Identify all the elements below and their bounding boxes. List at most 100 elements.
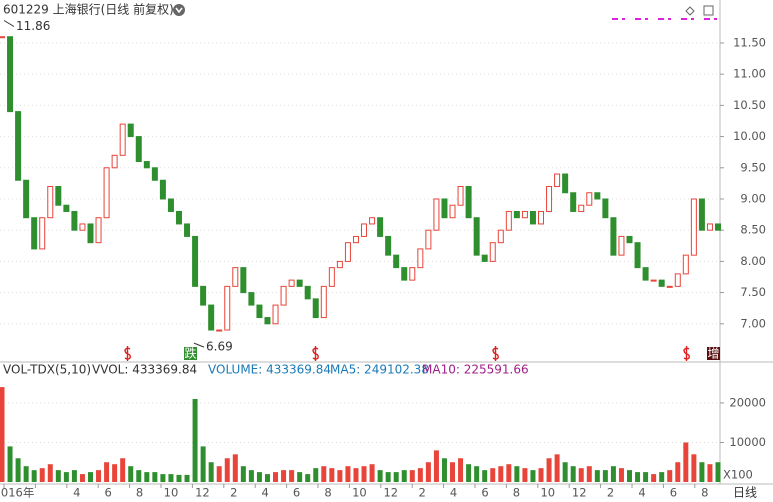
candle — [706, 223, 713, 231]
volume-bar — [55, 470, 61, 482]
candle — [135, 136, 142, 163]
candle — [288, 279, 295, 287]
candle — [352, 235, 359, 244]
candle — [538, 210, 545, 225]
x-tick-label: 4 — [450, 486, 457, 500]
diamond-icon[interactable] — [685, 6, 695, 16]
candle — [208, 304, 215, 331]
candle — [666, 285, 673, 288]
dropdown-icon[interactable] — [173, 4, 185, 16]
x-tick-label: 4 — [73, 486, 80, 500]
y-tick-label: 8.50 — [740, 223, 766, 237]
volume-bar — [675, 462, 681, 482]
candle — [570, 192, 577, 212]
candle — [304, 285, 311, 300]
volume-bar — [433, 450, 439, 482]
y-tick-label: 10.00 — [733, 129, 766, 143]
y-tick-label: 8.00 — [740, 254, 766, 268]
candle — [111, 154, 118, 169]
volume-bar — [506, 464, 512, 482]
volume-bar — [659, 472, 665, 482]
volume-bar — [152, 472, 158, 482]
volume-bar — [554, 454, 560, 482]
candle — [336, 260, 343, 269]
low-marker — [193, 342, 205, 348]
candle — [473, 217, 480, 256]
volume-bar — [15, 458, 21, 482]
vvol-text: VVOL: 433369.84 — [92, 363, 197, 377]
candle — [151, 167, 158, 181]
candle — [546, 186, 553, 212]
volume-bar — [200, 446, 206, 482]
volume-bar — [377, 470, 383, 482]
volume-bar — [337, 470, 343, 482]
volume-bar — [466, 464, 472, 482]
volume-bar — [546, 458, 552, 482]
candle — [256, 304, 263, 319]
candle — [248, 292, 255, 306]
volume-bar — [699, 462, 705, 482]
candle — [441, 198, 448, 219]
volume-bar — [498, 466, 504, 482]
y-tick-label: 10000 — [729, 435, 766, 449]
candle — [0, 36, 5, 39]
candle — [232, 267, 239, 287]
candle — [715, 223, 721, 231]
chart-title: 601229 上海银行(日线 前复权) — [3, 2, 174, 17]
volume-bar — [71, 470, 77, 482]
volume-bar — [216, 466, 222, 482]
volume-bar — [112, 464, 118, 482]
candle — [481, 254, 488, 262]
x-tick-label: 4 — [638, 486, 645, 500]
y-tick-label: 7.00 — [740, 316, 766, 330]
x-tick-label: 6 — [670, 486, 677, 500]
dividend-icons — [124, 346, 690, 361]
square-icon[interactable] — [703, 5, 714, 16]
candle — [698, 198, 705, 231]
volume-bar — [136, 470, 142, 482]
candle — [63, 204, 70, 212]
volume-bar — [264, 474, 270, 482]
volume-bar — [31, 470, 37, 482]
y-tick-label: 11.00 — [733, 67, 766, 81]
ma5-text: MA5: 249102.38 — [330, 363, 429, 377]
candle — [690, 198, 697, 256]
period-label: 日线 — [733, 486, 757, 500]
candle — [175, 210, 182, 225]
candle — [361, 223, 368, 237]
volume-bar — [47, 464, 53, 482]
volume-bar — [417, 468, 423, 482]
x-tick-label: 2 — [419, 486, 426, 500]
volume-bar — [176, 474, 182, 482]
candle — [167, 198, 174, 212]
candle — [401, 267, 408, 281]
volume-bar — [79, 474, 85, 482]
volume-bar — [144, 472, 150, 482]
high-marker — [3, 20, 15, 27]
candle — [200, 285, 207, 306]
candle — [650, 279, 657, 282]
volume-bar — [208, 462, 214, 482]
volume-bar — [96, 470, 102, 482]
volume-bar — [7, 446, 13, 482]
candle — [216, 329, 223, 332]
x-tick-label: 10 — [352, 486, 367, 500]
event-box — [707, 347, 720, 360]
y-tick-label: 11.50 — [733, 35, 766, 49]
y-tick-label: 7.50 — [740, 285, 766, 299]
ma10-text: MA10: 225591.66 — [422, 363, 529, 377]
candle — [344, 242, 351, 262]
x-tick-label: 6 — [481, 486, 488, 500]
x-tick-label: 4 — [262, 486, 269, 500]
candle — [409, 267, 416, 281]
volume-bar — [691, 454, 697, 482]
candle — [602, 198, 609, 219]
volume-bar — [401, 470, 407, 482]
volume-bar — [353, 468, 359, 482]
candle — [320, 285, 327, 319]
candle — [642, 267, 649, 281]
volume-bar — [651, 474, 657, 482]
candle — [71, 210, 78, 231]
candle — [674, 273, 681, 287]
candle — [127, 123, 134, 138]
